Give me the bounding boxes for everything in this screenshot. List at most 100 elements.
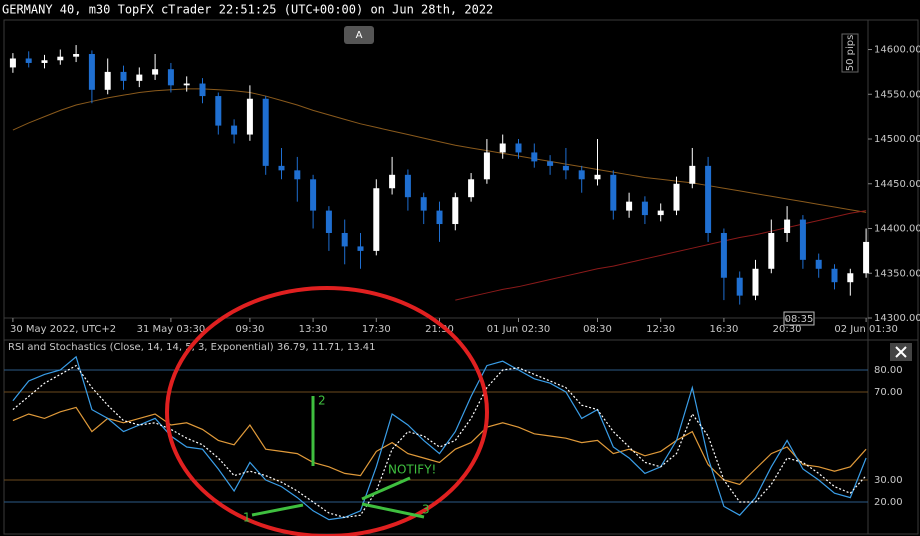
candle-body xyxy=(752,268,759,296)
annotation-line xyxy=(361,502,425,519)
x-tick-label: 20:30 xyxy=(773,324,802,335)
time-marker-box xyxy=(783,311,815,326)
candle-body xyxy=(294,170,301,180)
candle-body xyxy=(246,98,253,135)
time-marker: 08:35 xyxy=(785,314,814,325)
annotation-label: 2 xyxy=(318,394,326,408)
x-tick-label: 01 Jun 02:30 xyxy=(487,324,551,335)
candle-body xyxy=(341,232,348,247)
candle-body xyxy=(262,98,269,166)
x-tick-label: 02 Jun 01:30 xyxy=(834,324,898,335)
candle-body xyxy=(863,241,870,274)
y-tick-label: 14300.00 xyxy=(874,313,920,324)
candle-body xyxy=(499,143,506,153)
scale-box xyxy=(841,33,859,73)
plot: 14300.00 14350.00 14400.00 14450.00 14500.00… xyxy=(4,45,920,521)
candle-body xyxy=(626,201,633,211)
y-tick-label: 14500.00 xyxy=(874,134,920,145)
candle-body xyxy=(720,232,727,278)
annotation-label: 1 xyxy=(243,511,251,525)
x-tick-label: 21:30 xyxy=(425,324,454,335)
candle-body xyxy=(452,197,459,225)
candle-body xyxy=(578,170,585,180)
x-tick-label: 30 May 2022, UTC+2 xyxy=(10,324,116,335)
y-tick-label: 14350.00 xyxy=(874,268,920,279)
candle-body xyxy=(420,197,427,211)
candle-body xyxy=(483,152,490,180)
annotation-label: 3 xyxy=(422,503,430,517)
candle-body xyxy=(389,174,396,189)
candle-body xyxy=(641,201,648,216)
x-tick-label: 17:30 xyxy=(362,324,391,335)
candle-body xyxy=(57,56,64,61)
x-tick-label: 09:30 xyxy=(235,324,264,335)
candle-body xyxy=(231,125,238,135)
candle-body xyxy=(278,165,285,171)
candle-body xyxy=(183,83,190,86)
candle-body xyxy=(136,74,143,81)
candle-body xyxy=(736,277,743,296)
candle-body xyxy=(531,152,538,162)
toolbar-button-label[interactable]: A xyxy=(356,30,363,41)
x-tick-label: 13:30 xyxy=(299,324,328,335)
candle-body xyxy=(705,165,712,233)
candle-body xyxy=(815,259,822,269)
y-tick-label: 20.00 xyxy=(874,497,903,508)
y-tick-label: 14450.00 xyxy=(874,179,920,190)
annotation-layer: 2 1 3 NOTIFY! xyxy=(165,286,489,536)
candle-body xyxy=(657,210,664,216)
candle-body xyxy=(41,60,48,63)
candle-body xyxy=(310,179,317,211)
annotation-line xyxy=(251,503,304,517)
y-tick-label: 14550.00 xyxy=(874,89,920,100)
y-tick-label: 14400.00 xyxy=(874,224,920,235)
candle-body xyxy=(768,232,775,269)
overlay-line xyxy=(455,210,867,301)
candle-body xyxy=(689,165,696,184)
candle-body xyxy=(152,69,159,75)
candle-body xyxy=(547,161,554,166)
x-tick-label: 31 May 03:30 xyxy=(137,324,206,335)
candle-body xyxy=(799,219,806,260)
candle-body xyxy=(831,268,838,283)
candle-body xyxy=(325,210,332,233)
candle-body xyxy=(73,54,80,57)
candle-body xyxy=(199,83,206,97)
x-tick-label: 08:30 xyxy=(583,324,612,335)
candle-body xyxy=(404,174,411,198)
candle-body xyxy=(673,183,680,211)
candle-body xyxy=(120,71,127,81)
candle-body xyxy=(167,69,174,86)
candle-body xyxy=(594,174,601,180)
indicator-line xyxy=(12,364,867,519)
indicator-line xyxy=(12,355,867,521)
candle-body xyxy=(104,71,111,90)
candle-body xyxy=(784,219,791,233)
annotation-label: NOTIFY! xyxy=(388,463,436,477)
annotation-line xyxy=(361,476,411,501)
x-tick-label: 12:30 xyxy=(646,324,675,335)
candle-body xyxy=(88,54,95,90)
candle-body xyxy=(373,188,380,251)
y-tick-label: 14600.00 xyxy=(874,45,920,56)
frame xyxy=(3,19,919,535)
close-icon[interactable] xyxy=(895,346,907,358)
highlight-ellipse xyxy=(165,286,489,536)
candle-body xyxy=(25,58,32,63)
x-tick-label: 16:30 xyxy=(709,324,738,335)
window-title: GERMANY 40, m30 TopFX cTrader 22:51:25 (… xyxy=(2,3,493,17)
candle-body xyxy=(215,96,222,126)
overlay-line xyxy=(12,88,867,213)
candle-body xyxy=(468,179,475,198)
candle-body xyxy=(562,165,569,171)
y-tick-label: 80.00 xyxy=(874,365,903,376)
candle-body xyxy=(357,246,364,251)
scale-label: 50 pips xyxy=(845,35,856,72)
candle-body xyxy=(515,143,522,153)
candle-body xyxy=(436,210,443,225)
candle-body xyxy=(847,273,854,283)
candle-body xyxy=(610,174,617,211)
toolbar-button[interactable] xyxy=(344,26,374,44)
